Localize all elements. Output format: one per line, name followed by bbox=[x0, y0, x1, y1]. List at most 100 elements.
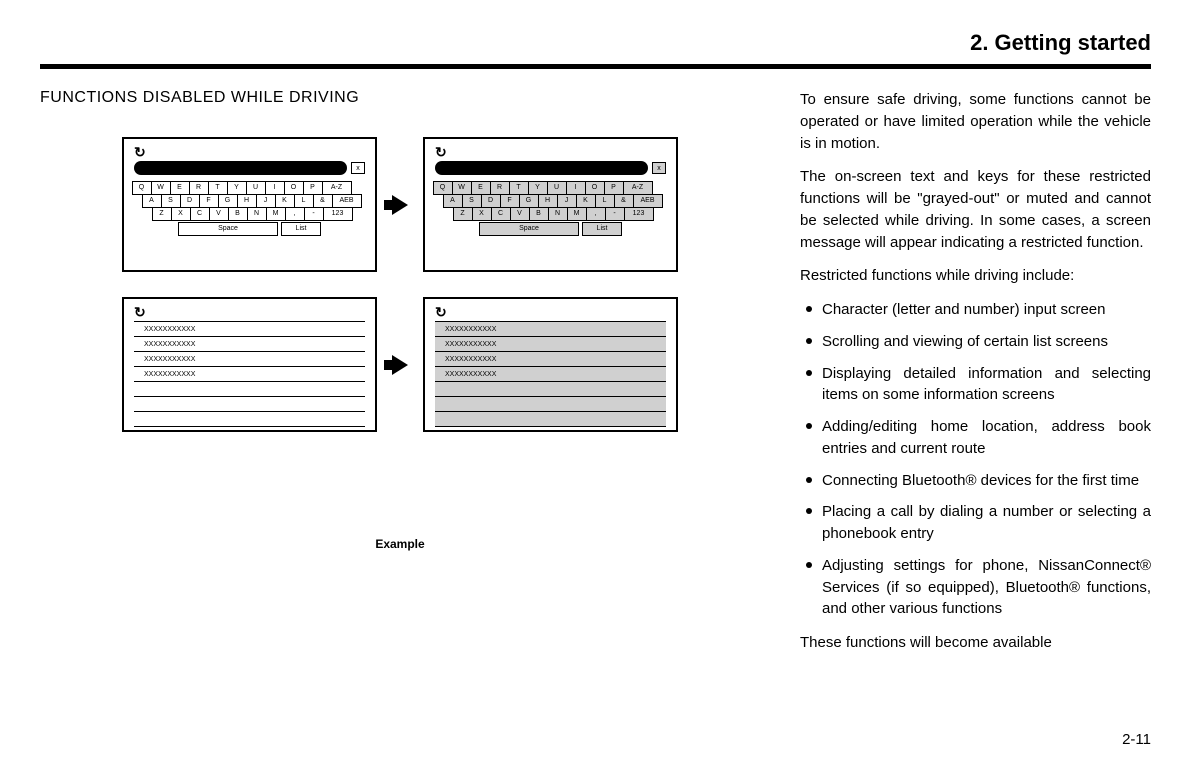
list-row bbox=[435, 412, 666, 427]
key: U bbox=[547, 181, 567, 195]
key: X bbox=[171, 207, 191, 221]
key: K bbox=[576, 194, 596, 208]
key: M bbox=[567, 207, 587, 221]
key: B bbox=[529, 207, 549, 221]
left-column: FUNCTIONS DISABLED WHILE DRIVING ↻ x QWE… bbox=[40, 89, 760, 666]
list-item: Scrolling and viewing of certain list sc… bbox=[800, 331, 1151, 353]
paragraph: The on-screen text and keys for these re… bbox=[800, 166, 1151, 253]
list-row: XXXXXXXXXXX bbox=[134, 352, 365, 367]
key: X bbox=[472, 207, 492, 221]
key: U bbox=[246, 181, 266, 195]
back-icon: ↻ bbox=[435, 144, 447, 161]
list-row: XXXXXXXXXXX bbox=[435, 352, 666, 367]
key: N bbox=[247, 207, 267, 221]
key: A bbox=[142, 194, 162, 208]
key: Z bbox=[453, 207, 473, 221]
key: L bbox=[595, 194, 615, 208]
key: H bbox=[538, 194, 558, 208]
key: A bbox=[443, 194, 463, 208]
key: W bbox=[452, 181, 472, 195]
right-column: To ensure safe driving, some functions c… bbox=[800, 89, 1151, 666]
key: S bbox=[161, 194, 181, 208]
list-row bbox=[134, 382, 365, 397]
clear-button: x bbox=[652, 162, 666, 174]
list-row bbox=[134, 412, 365, 427]
back-icon: ↻ bbox=[435, 304, 447, 321]
key: G bbox=[519, 194, 539, 208]
list-item: Adding/editing home location, address bo… bbox=[800, 416, 1151, 460]
key: H bbox=[237, 194, 257, 208]
key: M bbox=[266, 207, 286, 221]
key: - bbox=[605, 207, 625, 221]
key: Q bbox=[132, 181, 152, 195]
list-row bbox=[435, 382, 666, 397]
key: 123 bbox=[624, 207, 654, 221]
list-row: XXXXXXXXXXX bbox=[435, 367, 666, 382]
key: O bbox=[585, 181, 605, 195]
key: A-Z bbox=[623, 181, 653, 195]
key: J bbox=[256, 194, 276, 208]
key: Y bbox=[528, 181, 548, 195]
key: Z bbox=[152, 207, 172, 221]
key: & bbox=[313, 194, 333, 208]
back-icon: ↻ bbox=[134, 144, 146, 161]
key: P bbox=[303, 181, 323, 195]
arrow-right-icon bbox=[392, 355, 408, 375]
key: S bbox=[462, 194, 482, 208]
key: T bbox=[208, 181, 228, 195]
keyboard: QWERTYUIOPA-Z ASDFGHJKL&AEB ZXCVBNM,-123… bbox=[429, 181, 672, 235]
list-key: List bbox=[582, 222, 622, 236]
list-panel-disabled: ↻ XXXXXXXXXXXXXXXXXXXXXXXXXXXXXXXXXXXXXX… bbox=[423, 297, 678, 432]
key: V bbox=[510, 207, 530, 221]
list-row bbox=[435, 397, 666, 412]
key: - bbox=[304, 207, 324, 221]
back-icon: ↻ bbox=[134, 304, 146, 321]
keyboard-panel-enabled: ↻ x QWERTYUIOPA-Z ASDFGHJKL&AEB ZXCVBNM,… bbox=[122, 137, 377, 272]
text-input-bar bbox=[435, 161, 648, 175]
list-row: XXXXXXXXXXX bbox=[134, 322, 365, 337]
key: D bbox=[481, 194, 501, 208]
space-key: Space bbox=[178, 222, 278, 236]
chapter-title: 2. Getting started bbox=[40, 30, 1151, 64]
key: AEB bbox=[332, 194, 362, 208]
diagram-row-keyboard: ↻ x QWERTYUIOPA-Z ASDFGHJKL&AEB ZXCVBNM,… bbox=[122, 137, 678, 272]
key: T bbox=[509, 181, 529, 195]
list-item: Connecting Bluetooth® devices for the fi… bbox=[800, 470, 1151, 492]
key: F bbox=[500, 194, 520, 208]
space-key: Space bbox=[479, 222, 579, 236]
list-row: XXXXXXXXXXX bbox=[134, 367, 365, 382]
key: Q bbox=[433, 181, 453, 195]
list-item: Character (letter and number) input scre… bbox=[800, 299, 1151, 321]
diagram-area: ↻ x QWERTYUIOPA-Z ASDFGHJKL&AEB ZXCVBNM,… bbox=[40, 137, 760, 551]
key: AEB bbox=[633, 194, 663, 208]
key: , bbox=[285, 207, 305, 221]
key: J bbox=[557, 194, 577, 208]
key: V bbox=[209, 207, 229, 221]
key: K bbox=[275, 194, 295, 208]
divider bbox=[40, 64, 1151, 69]
clear-button: x bbox=[351, 162, 365, 174]
paragraph: Restricted functions while driving inclu… bbox=[800, 265, 1151, 287]
keyboard: QWERTYUIOPA-Z ASDFGHJKL&AEB ZXCVBNM,-123… bbox=[128, 181, 371, 235]
key: I bbox=[265, 181, 285, 195]
key: R bbox=[189, 181, 209, 195]
example-caption: Example bbox=[375, 537, 424, 551]
key: C bbox=[491, 207, 511, 221]
text-input-bar bbox=[134, 161, 347, 175]
key: I bbox=[566, 181, 586, 195]
key: R bbox=[490, 181, 510, 195]
key: E bbox=[471, 181, 491, 195]
key: G bbox=[218, 194, 238, 208]
key: F bbox=[199, 194, 219, 208]
key: O bbox=[284, 181, 304, 195]
paragraph: To ensure safe driving, some functions c… bbox=[800, 89, 1151, 154]
section-heading: FUNCTIONS DISABLED WHILE DRIVING bbox=[40, 89, 760, 107]
key: & bbox=[614, 194, 634, 208]
paragraph: These functions will become available bbox=[800, 632, 1151, 654]
key: W bbox=[151, 181, 171, 195]
key: 123 bbox=[323, 207, 353, 221]
list-row: XXXXXXXXXXX bbox=[134, 337, 365, 352]
content-area: FUNCTIONS DISABLED WHILE DRIVING ↻ x QWE… bbox=[40, 89, 1151, 666]
key: A-Z bbox=[322, 181, 352, 195]
list-row bbox=[134, 397, 365, 412]
